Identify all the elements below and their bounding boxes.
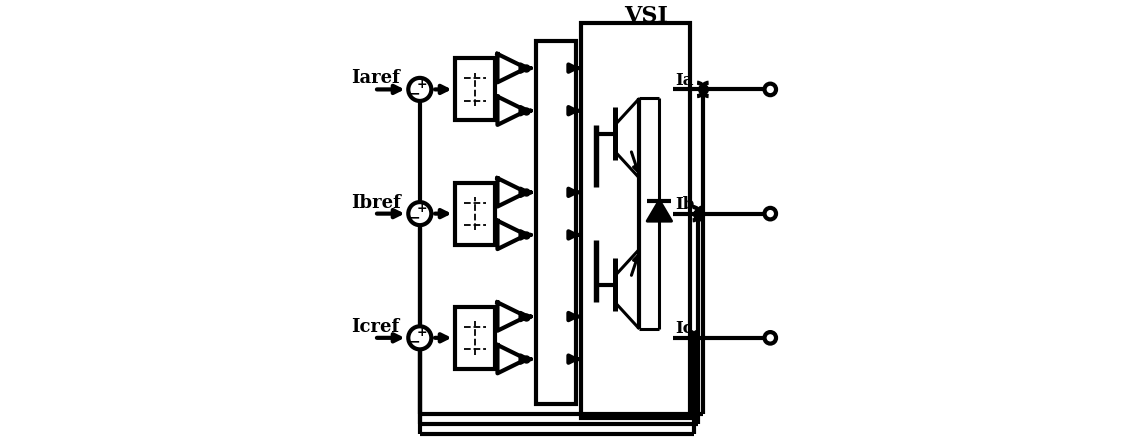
Polygon shape (497, 345, 527, 373)
Polygon shape (497, 221, 527, 249)
Bar (456, 182, 495, 245)
Text: −: − (408, 334, 420, 348)
Text: +: + (416, 326, 426, 339)
Text: −: − (408, 210, 420, 224)
Text: +: + (416, 77, 426, 91)
Text: Ibref: Ibref (351, 194, 400, 211)
Text: Iaref: Iaref (351, 69, 400, 87)
Bar (537, 40, 576, 405)
Text: Drivers: Drivers (549, 191, 564, 254)
Text: VSI: VSI (624, 5, 668, 27)
Polygon shape (497, 302, 527, 331)
Bar (581, 23, 690, 418)
Circle shape (408, 78, 431, 101)
Polygon shape (497, 178, 527, 206)
Text: +: + (416, 202, 426, 215)
Text: Ia: Ia (675, 72, 694, 89)
Text: Ic: Ic (675, 320, 693, 337)
Text: −: − (408, 86, 420, 100)
Bar (456, 307, 495, 369)
Polygon shape (497, 97, 527, 125)
Text: Ib: Ib (675, 196, 694, 213)
Text: Icref: Icref (351, 318, 399, 336)
Polygon shape (647, 201, 671, 221)
Bar (456, 58, 495, 121)
Circle shape (408, 326, 431, 349)
Circle shape (408, 202, 431, 225)
Polygon shape (497, 54, 527, 82)
Circle shape (765, 208, 776, 219)
Circle shape (765, 332, 776, 344)
Circle shape (765, 84, 776, 95)
